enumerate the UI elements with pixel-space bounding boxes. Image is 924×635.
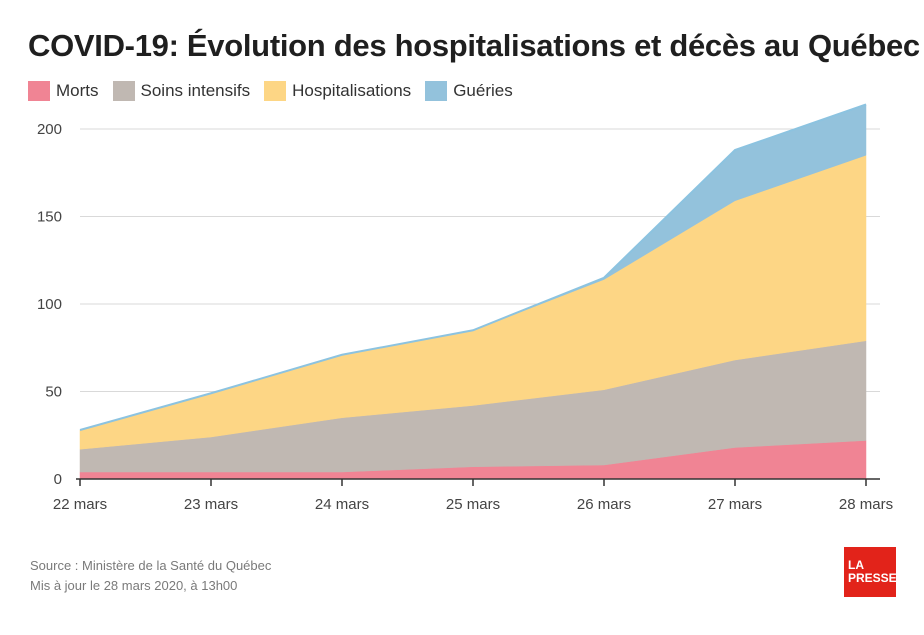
chart-title: COVID-19: Évolution des hospitalisations… xyxy=(28,28,920,63)
footer: Source : Ministère de la Santé du Québec… xyxy=(30,556,271,596)
legend-item-morts: Morts xyxy=(28,81,99,101)
x-tick-label-4: 26 mars xyxy=(577,496,631,513)
y-tick-label-0: 0 xyxy=(54,471,62,488)
x-tick-label-1: 23 mars xyxy=(184,496,238,513)
x-tick-label-5: 27 mars xyxy=(708,496,762,513)
y-tick-label-50: 50 xyxy=(45,384,62,401)
legend-swatch-morts xyxy=(28,81,50,101)
legend-item-soins-intensifs: Soins intensifs xyxy=(112,81,251,101)
legend-label-gueries: Guéries xyxy=(453,81,513,100)
top-outline xyxy=(79,103,867,431)
la-presse-logo: LA PRESSE xyxy=(844,547,897,597)
legend-item-gueries: Guéries xyxy=(425,81,513,101)
source-text: Source : Ministère de la Santé du Québec xyxy=(30,558,272,573)
y-tick-label-200: 200 xyxy=(37,121,62,138)
legend-item-hospitalisations: Hospitalisations xyxy=(264,81,411,101)
y-tick-label-100: 100 xyxy=(37,296,62,313)
total-line xyxy=(79,103,867,431)
logo-line-2: PRESSE xyxy=(848,571,897,585)
logo-line-1: LA xyxy=(848,558,864,572)
x-tick-label-6: 28 mars xyxy=(839,496,893,513)
legend-swatch-soins-intensifs xyxy=(112,81,135,101)
legend-label-hospitalisations: Hospitalisations xyxy=(292,81,412,100)
legend-label-morts: Morts xyxy=(56,81,99,100)
x-axis-ticks: 22 mars 23 mars 24 mars 25 mars 26 mars 27 ma… xyxy=(53,479,893,513)
legend: Morts Soins intensifs Hospitalisations G… xyxy=(28,80,527,102)
x-tick-label-0: 22 mars xyxy=(53,496,107,513)
y-axis-ticks: 0 50 100 150 200 xyxy=(37,121,62,488)
legend-swatch-gueries xyxy=(425,81,448,101)
update-text: Mis à jour le 28 mars 2020, à 13h00 xyxy=(30,578,238,593)
stacked-areas xyxy=(79,104,867,480)
x-tick-label-2: 24 mars xyxy=(315,496,369,513)
legend-label-soins-intensifs: Soins intensifs xyxy=(140,81,251,100)
legend-swatch-hospitalisations xyxy=(264,81,287,101)
x-tick-label-3: 25 mars xyxy=(446,496,500,513)
y-tick-label-150: 150 xyxy=(37,209,62,226)
